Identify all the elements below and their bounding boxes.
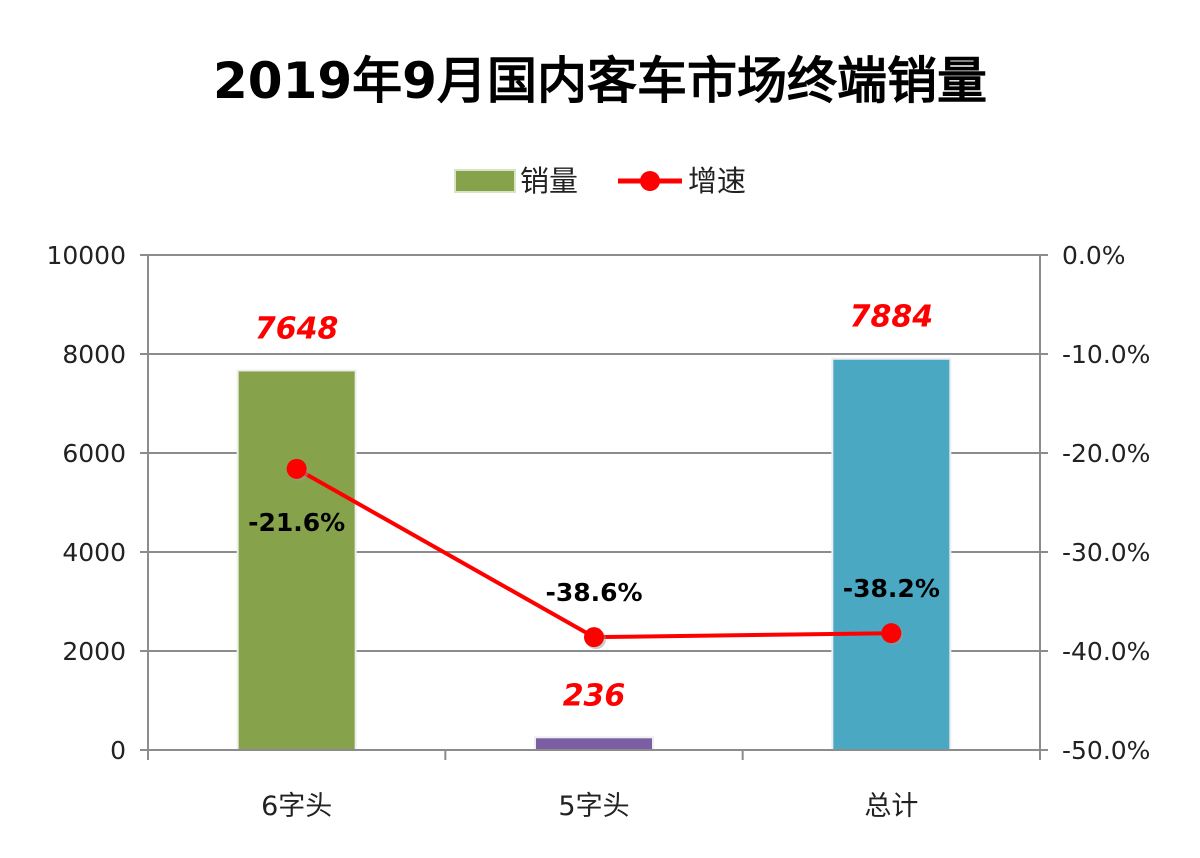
bar	[833, 359, 950, 750]
x-axis-tick-label: 6字头	[261, 791, 332, 822]
left-axis-tick-label: 6000	[62, 439, 126, 468]
chart-title: 2019年9月国内客车市场终端销量	[213, 52, 987, 110]
right-axis-tick-label: -50.0%	[1062, 736, 1150, 765]
left-axis-tick-label: 2000	[62, 637, 126, 666]
legend: 销量 增速	[454, 164, 746, 198]
left-axis-tick-label: 0	[110, 736, 126, 765]
growth-value-label: -38.6%	[545, 578, 642, 607]
legend-label-growth: 增速	[688, 164, 746, 198]
growth-marker	[286, 458, 307, 479]
left-axis-tick-label: 4000	[62, 538, 126, 567]
bar	[536, 738, 652, 750]
left-axis-tick-label: 8000	[62, 340, 126, 369]
growth-value-label: -21.6%	[248, 508, 345, 537]
x-axis-tick-label: 5字头	[558, 791, 629, 822]
bar-value-label: 7884	[850, 300, 934, 335]
bar-value-label: 236	[563, 678, 626, 713]
legend-label-sales: 销量	[520, 164, 578, 198]
right-axis-tick-label: 0.0%	[1062, 241, 1126, 270]
legend-marker-growth	[640, 171, 660, 191]
left-axis-tick-label: 10000	[46, 241, 126, 270]
right-axis-tick-label: -20.0%	[1062, 439, 1150, 468]
bar	[238, 371, 355, 750]
right-axis-tick-label: -40.0%	[1062, 637, 1150, 666]
right-axis-tick-label: -30.0%	[1062, 538, 1150, 567]
right-axis-tick-label: -10.0%	[1062, 340, 1150, 369]
growth-marker	[584, 627, 604, 648]
growth-marker	[881, 623, 902, 644]
legend-swatch-sales	[454, 169, 516, 193]
x-axis-tick-label: 总计	[864, 791, 918, 822]
growth-value-label: -38.2%	[843, 574, 940, 603]
bar-value-label: 7648	[255, 311, 339, 346]
